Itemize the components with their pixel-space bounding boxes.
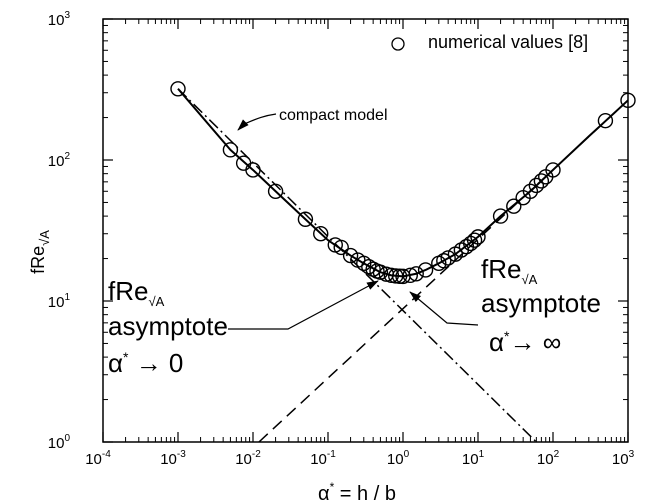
asym-zero-line3: α* → 0 xyxy=(108,348,183,378)
asymptote-lines xyxy=(177,88,628,442)
x-axis-label: α* = h / b xyxy=(318,480,396,504)
numerical-value-point xyxy=(333,239,349,256)
asym-zero-arrow xyxy=(228,280,379,330)
numerical-value-point xyxy=(436,253,452,269)
numerical-markers xyxy=(170,81,636,285)
asym-inf-line1: fRe√A xyxy=(481,254,538,287)
y-tick-label: 101 xyxy=(48,292,71,311)
numerical-value-point xyxy=(267,183,284,199)
y-tick-label: 100 xyxy=(48,433,71,452)
asymptote-zero-annotation: fRe√A asymptote α* → 0 xyxy=(108,276,379,378)
x-tick-label: 103 xyxy=(612,449,635,468)
numerical-value-point xyxy=(383,267,400,284)
numerical-value-point xyxy=(408,266,424,282)
y-tick-label: 102 xyxy=(48,151,71,170)
numerical-value-point xyxy=(170,81,186,97)
legend: numerical values [8] xyxy=(391,32,588,52)
numerical-value-point xyxy=(470,229,486,245)
numerical-value-point xyxy=(372,264,389,280)
compact-model-curve xyxy=(177,88,628,278)
legend-marker xyxy=(391,37,405,51)
asymptote-infinity-annotation: fRe√A asymptote α*→ ∞ xyxy=(409,254,601,357)
legend-label: numerical values [8] xyxy=(428,32,588,52)
y-tick-labels: 100 101 102 103 xyxy=(48,10,71,452)
tick-marks xyxy=(102,18,629,443)
y-tick-label: 103 xyxy=(48,10,71,29)
numerical-value-point xyxy=(235,155,252,171)
numerical-value-point xyxy=(402,267,418,284)
asym-zero-line1: fRe√A xyxy=(108,276,165,309)
numerical-value-point xyxy=(522,183,539,199)
numerical-value-point xyxy=(545,162,561,178)
compact-model-curve-layer xyxy=(177,88,628,278)
numerical-value-point xyxy=(417,262,434,278)
x-tick-label: 101 xyxy=(462,449,485,468)
asym-zero-line2: asymptote xyxy=(108,311,228,341)
numerical-value-point xyxy=(492,208,509,224)
numerical-value-point xyxy=(597,112,614,129)
numerical-value-point xyxy=(506,198,522,214)
numerical-value-point xyxy=(528,177,545,194)
compact-model-label: compact model xyxy=(279,107,388,124)
numerical-value-point xyxy=(440,250,456,266)
numerical-value-point xyxy=(222,142,239,158)
x-tick-label: 10-1 xyxy=(310,449,336,468)
x-tick-label: 10-3 xyxy=(160,449,186,468)
asym-inf-line2: asymptote xyxy=(481,288,601,318)
x-tick-label: 102 xyxy=(537,449,560,468)
x-tick-labels: 10-4 10-3 10-2 10-1 100 101 102 103 xyxy=(85,449,634,468)
compact-model-annotation: compact model xyxy=(237,107,388,131)
numerical-value-point xyxy=(245,162,261,178)
compact-model-arrow xyxy=(237,113,277,131)
x-tick-label: 10-2 xyxy=(235,449,261,468)
numerical-value-point xyxy=(297,211,314,227)
x-tick-label: 100 xyxy=(387,449,410,468)
plot-frame xyxy=(102,18,629,443)
numerical-value-point xyxy=(466,232,483,248)
asym-inf-line3: α*→ ∞ xyxy=(489,327,561,357)
y-axis-label: fRe√A xyxy=(28,230,52,274)
x-tick-label: 10-4 xyxy=(85,449,111,468)
asym-inf-arrow xyxy=(409,291,479,326)
numerical-value-point xyxy=(533,173,550,189)
numerical-value-point xyxy=(313,226,329,242)
